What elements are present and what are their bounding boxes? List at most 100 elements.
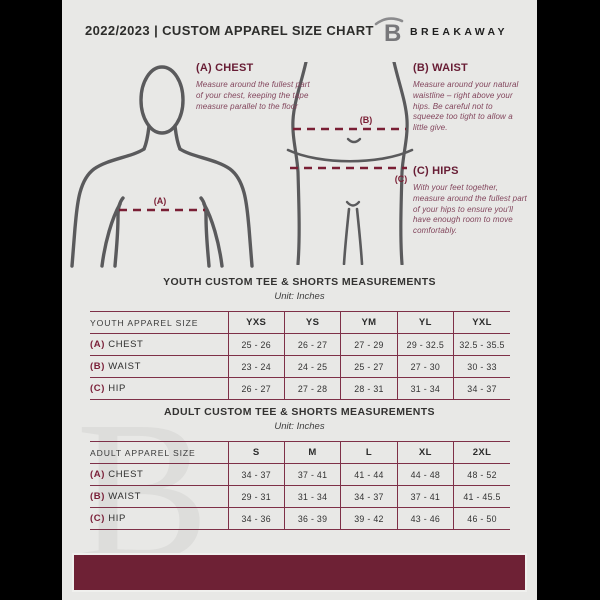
body-side-right <box>392 62 409 265</box>
inner-leg-right <box>355 207 364 265</box>
row-label: (A) CHEST <box>90 334 228 356</box>
measurement-value: 39 - 42 <box>340 507 398 530</box>
measurement-value: 37 - 41 <box>283 463 341 486</box>
chest-guide-section: (A) CHEST Measure around the fullest par… <box>196 62 310 112</box>
size-col-header: YM <box>340 311 398 334</box>
neck-left <box>142 124 151 151</box>
table-row: (A) CHEST 34 - 37 37 - 41 41 - 44 44 - 4… <box>90 463 510 486</box>
waist-guide-section: (B) WAIST Measure around your natural wa… <box>413 62 525 134</box>
navel-mark <box>346 137 362 144</box>
chest-marker-label: (A) <box>154 196 167 206</box>
breakaway-logo-icon: B <box>374 14 406 47</box>
measurement-value: 25 - 26 <box>227 333 285 356</box>
adult-size-table: ADULT APPAREL SIZE S M L XL 2XL (A) CHES… <box>90 441 510 530</box>
inner-arm-left <box>100 202 122 268</box>
size-col-header: L <box>340 441 398 464</box>
shoulder-arm-right <box>178 147 254 268</box>
neck-right <box>173 124 182 151</box>
measurement-value: 48 - 52 <box>453 463 510 486</box>
row-name: CHEST <box>108 469 144 480</box>
size-col-header: M <box>283 441 341 464</box>
hips-marker-label: (C) <box>395 174 408 184</box>
measurement-value: 29 - 31 <box>227 485 285 508</box>
row-name: CHEST <box>108 339 144 350</box>
measurement-value: 27 - 29 <box>340 333 398 356</box>
measurement-value: 30 - 33 <box>453 355 510 378</box>
waist-guide-heading: (B) WAIST <box>413 62 468 74</box>
row-key: (B) <box>90 361 105 372</box>
shoulder-arm-left <box>70 147 146 268</box>
youth-size-table: YOUTH APPAREL SIZE YXS YS YM YL YXL (A) … <box>90 311 510 400</box>
adult-table-title: ADULT CUSTOM TEE & SHORTS MEASUREMENTS <box>164 406 435 418</box>
row-name: HIP <box>108 383 126 394</box>
row-label: (A) CHEST <box>90 464 228 486</box>
measurement-value: 34 - 37 <box>340 485 398 508</box>
measurement-value: 26 - 27 <box>227 377 285 400</box>
row-key: (B) <box>90 491 105 502</box>
adult-header-row: ADULT APPAREL SIZE S M L XL 2XL <box>90 441 510 464</box>
footer-accent-bar <box>72 553 527 592</box>
measurement-value: 41 - 45.5 <box>453 485 510 508</box>
measurement-value: 34 - 36 <box>227 507 285 530</box>
table-row: (C) HIP 26 - 27 27 - 28 28 - 31 31 - 34 … <box>90 377 510 400</box>
measurement-value: 23 - 24 <box>227 355 285 378</box>
hips-guide-section: (C) HIPS With your feet together, measur… <box>413 165 529 237</box>
measurement-value: 25 - 27 <box>340 355 398 378</box>
hips-guide-heading: (C) HIPS <box>413 165 459 177</box>
table-row: (A) CHEST 25 - 26 26 - 27 27 - 29 29 - 3… <box>90 333 510 356</box>
adult-table-unit: Unit: Inches <box>274 421 325 432</box>
table-row: (C) HIP 34 - 36 36 - 39 39 - 42 43 - 46 … <box>90 507 510 530</box>
youth-size-label: YOUTH APPAREL SIZE <box>90 317 199 328</box>
row-label: (C) HIP <box>90 508 228 530</box>
measurement-value: 31 - 34 <box>283 485 341 508</box>
measurement-value: 34 - 37 <box>227 463 285 486</box>
head-outline <box>139 65 185 135</box>
size-chart-document: 2022/2023 | CUSTOM APPAREL SIZE CHART B … <box>62 0 537 600</box>
measurement-value: 27 - 28 <box>283 377 341 400</box>
youth-table-title: YOUTH CUSTOM TEE & SHORTS MEASUREMENTS <box>163 276 436 288</box>
chest-guide-heading: (A) CHEST <box>196 62 254 74</box>
measurement-value: 36 - 39 <box>283 507 341 530</box>
measurement-value: 28 - 31 <box>340 377 398 400</box>
logo-letter: B <box>384 20 401 46</box>
crotch-line <box>345 200 361 207</box>
waist-guide-description: Measure around your natural waistline – … <box>413 80 519 133</box>
size-col-header: YXL <box>453 311 510 334</box>
youth-table-unit: Unit: Inches <box>274 291 325 302</box>
measurement-value: 24 - 25 <box>283 355 341 378</box>
row-name: HIP <box>108 513 126 524</box>
measurement-value: 32.5 - 35.5 <box>453 333 510 356</box>
measurement-value: 37 - 41 <box>396 485 454 508</box>
measurement-value: 46 - 50 <box>453 507 510 530</box>
row-key: (A) <box>90 469 105 480</box>
page-title: 2022/2023 | CUSTOM APPAREL SIZE CHART <box>85 23 374 38</box>
inner-leg-left <box>342 207 351 265</box>
row-label: (B) WAIST <box>90 356 228 378</box>
measurement-value: 44 - 48 <box>396 463 454 486</box>
upper-body-illustration: (A) <box>70 65 254 268</box>
measurement-value: 34 - 37 <box>453 377 510 400</box>
inner-arm-right <box>202 202 224 268</box>
youth-header-row: YOUTH APPAREL SIZE YXS YS YM YL YXL <box>90 311 510 334</box>
size-col-header: S <box>227 441 285 464</box>
measurement-value: 26 - 27 <box>283 333 341 356</box>
row-label: (B) WAIST <box>90 486 228 508</box>
row-name: WAIST <box>108 491 141 502</box>
brand-name: BREAKAWAY <box>410 26 508 38</box>
row-key: (C) <box>90 383 105 394</box>
chest-guide-description: Measure around the fullest part of your … <box>196 80 310 111</box>
row-label: (C) HIP <box>90 378 228 400</box>
measurement-value: 41 - 44 <box>340 463 398 486</box>
hip-line <box>286 148 414 163</box>
row-name: WAIST <box>108 361 141 372</box>
measurement-value: 43 - 46 <box>396 507 454 530</box>
size-col-header: 2XL <box>453 441 510 464</box>
size-col-header: YXS <box>227 311 285 334</box>
hips-guide-description: With your feet together, measure around … <box>413 183 527 236</box>
size-col-header: XL <box>396 441 454 464</box>
adult-size-label: ADULT APPAREL SIZE <box>90 447 196 458</box>
row-key: (A) <box>90 339 105 350</box>
measurement-value: 27 - 30 <box>396 355 454 378</box>
size-col-header: YS <box>283 311 341 334</box>
size-col-header: YL <box>396 311 454 334</box>
